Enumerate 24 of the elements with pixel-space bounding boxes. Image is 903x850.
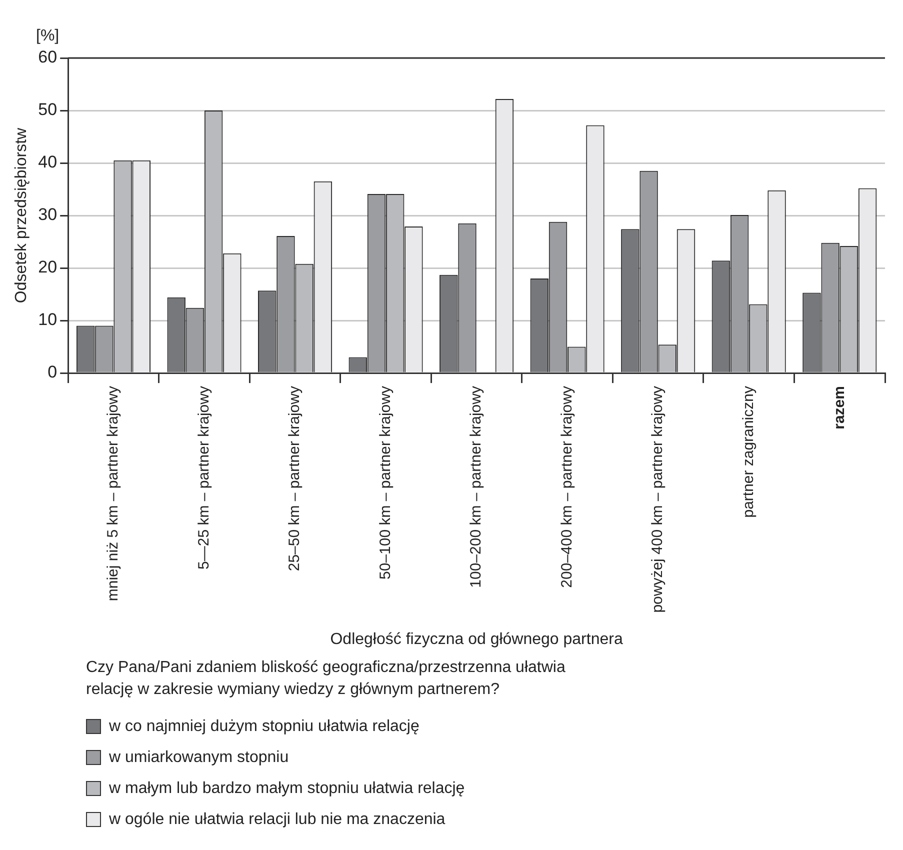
x-tick-label: 200–400 km – partner krajowy: [558, 386, 576, 588]
legend-label: w ogóle nie ułatwia relacji lub nie ma znaczenia: [109, 810, 446, 828]
legend-label: w co najmniej dużym stopniu ułatwia relację: [109, 718, 420, 736]
y-tick-label: 10: [38, 310, 58, 330]
legend-title: Czy Pana/Pani zdaniem bliskość geograficzna/przestrzenna ułatwia relację w zakresie wymiany wiedzy z głównym partnerem?: [86, 658, 566, 700]
x-tick-label: mniej niż 5 km – partner krajowy: [104, 386, 122, 602]
x-tick-label: 25–50 km – partner krajowy: [286, 386, 304, 572]
x-tick-label: partner zagraniczny: [740, 386, 757, 518]
y-tick-label: 0: [48, 362, 58, 382]
y-tick-label: 60: [38, 48, 58, 67]
y-tick-label: 20: [38, 258, 58, 277]
x-tick-label: powyżej 400 km – partner krajowy: [649, 386, 666, 613]
legend-label: w małym lub bardzo małym stopniu ułatwia relację: [109, 780, 465, 798]
x-tick-label: 100–200 km – partner krajowy: [468, 386, 485, 588]
x-tick-label: 5—25 km – partner krajowy: [195, 386, 212, 570]
x-tick-label: razem: [830, 386, 848, 430]
text: [%]: [36, 27, 60, 44]
legend-label: w umiarkowanym stopniu: [109, 748, 289, 766]
y-tick-label: 40: [38, 152, 58, 172]
x-axis-title: Odległość fizyczna od głównego partnera: [330, 630, 623, 648]
x-tick-label: 50–100 km – partner krajowy: [376, 386, 394, 580]
y-tick-label: 30: [38, 205, 58, 224]
y-tick-label: 50: [38, 100, 58, 120]
y-axis-title: Odsetek przedsiębiorstw: [13, 127, 30, 304]
